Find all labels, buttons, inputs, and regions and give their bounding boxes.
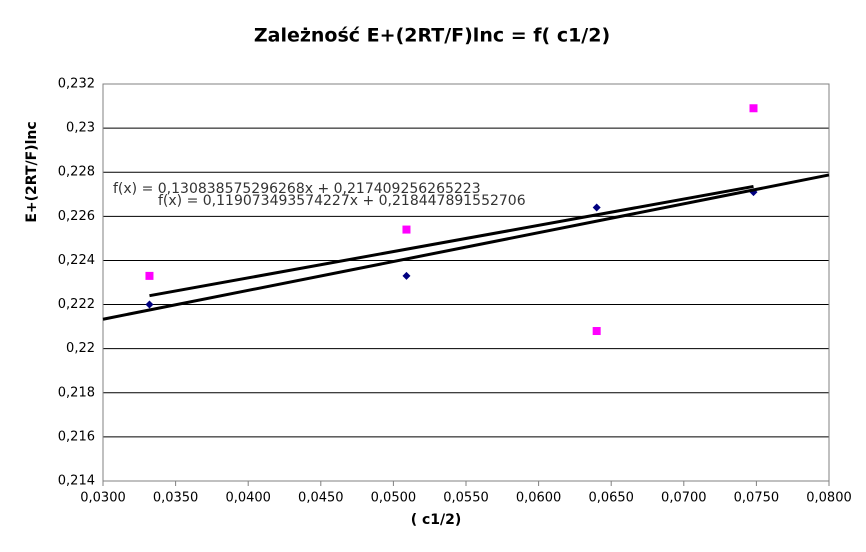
point xyxy=(145,300,154,309)
x-tick-label: 0,0700 xyxy=(661,491,707,506)
y-tick-label: 0,226 xyxy=(58,209,95,224)
y-tick-label: 0,232 xyxy=(58,77,95,92)
y-tick-label: 0,218 xyxy=(58,385,95,400)
x-axis-label: ( c1/2) xyxy=(411,512,462,528)
point xyxy=(592,327,601,336)
y-tick-label: 0,224 xyxy=(58,253,95,268)
x-tick-label: 0,0350 xyxy=(153,491,199,506)
x-tick-label: 0,0300 xyxy=(80,491,126,506)
trendline xyxy=(149,184,754,298)
point xyxy=(402,225,411,234)
trendline-equation: f(x) = 0,119073493574227x + 0,2184478915… xyxy=(158,193,526,209)
x-tick-label: 0,0600 xyxy=(516,491,562,506)
x-tick-label: 0,0450 xyxy=(298,491,344,506)
x-tick-label: 0,0500 xyxy=(371,491,417,506)
y-tick-label: 0,228 xyxy=(58,165,95,180)
point xyxy=(145,271,154,280)
y-tick-label: 0,216 xyxy=(58,429,95,444)
plot-border xyxy=(102,83,830,482)
x-tick-label: 0,0650 xyxy=(588,491,634,506)
trendline-equation: f(x) = 0,130838575296268x + 0,2174092562… xyxy=(113,181,481,197)
y-tick-label: 0,22 xyxy=(66,341,95,356)
chart-title: Zależność E+(2RT/F)lnc = f( c1/2) xyxy=(254,25,610,47)
x-tick-label: 0,0400 xyxy=(225,491,271,506)
x-tick-label: 0,0800 xyxy=(806,491,852,506)
y-tick-label: 0,214 xyxy=(58,474,95,489)
y-axis-label: E+(2RT/F)lnc xyxy=(24,121,40,222)
y-tick-label: 0,23 xyxy=(66,121,95,136)
y-tick-label: 0,222 xyxy=(58,297,95,312)
x-tick-label: 0,0550 xyxy=(443,491,489,506)
trendline xyxy=(102,173,830,321)
x-tick-label: 0,0750 xyxy=(734,491,780,506)
point xyxy=(592,203,601,212)
point xyxy=(749,104,758,113)
point xyxy=(402,271,411,280)
